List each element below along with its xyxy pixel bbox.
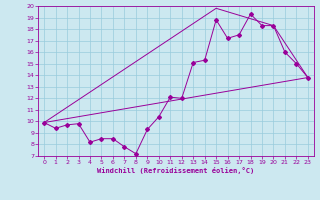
- X-axis label: Windchill (Refroidissement éolien,°C): Windchill (Refroidissement éolien,°C): [97, 167, 255, 174]
